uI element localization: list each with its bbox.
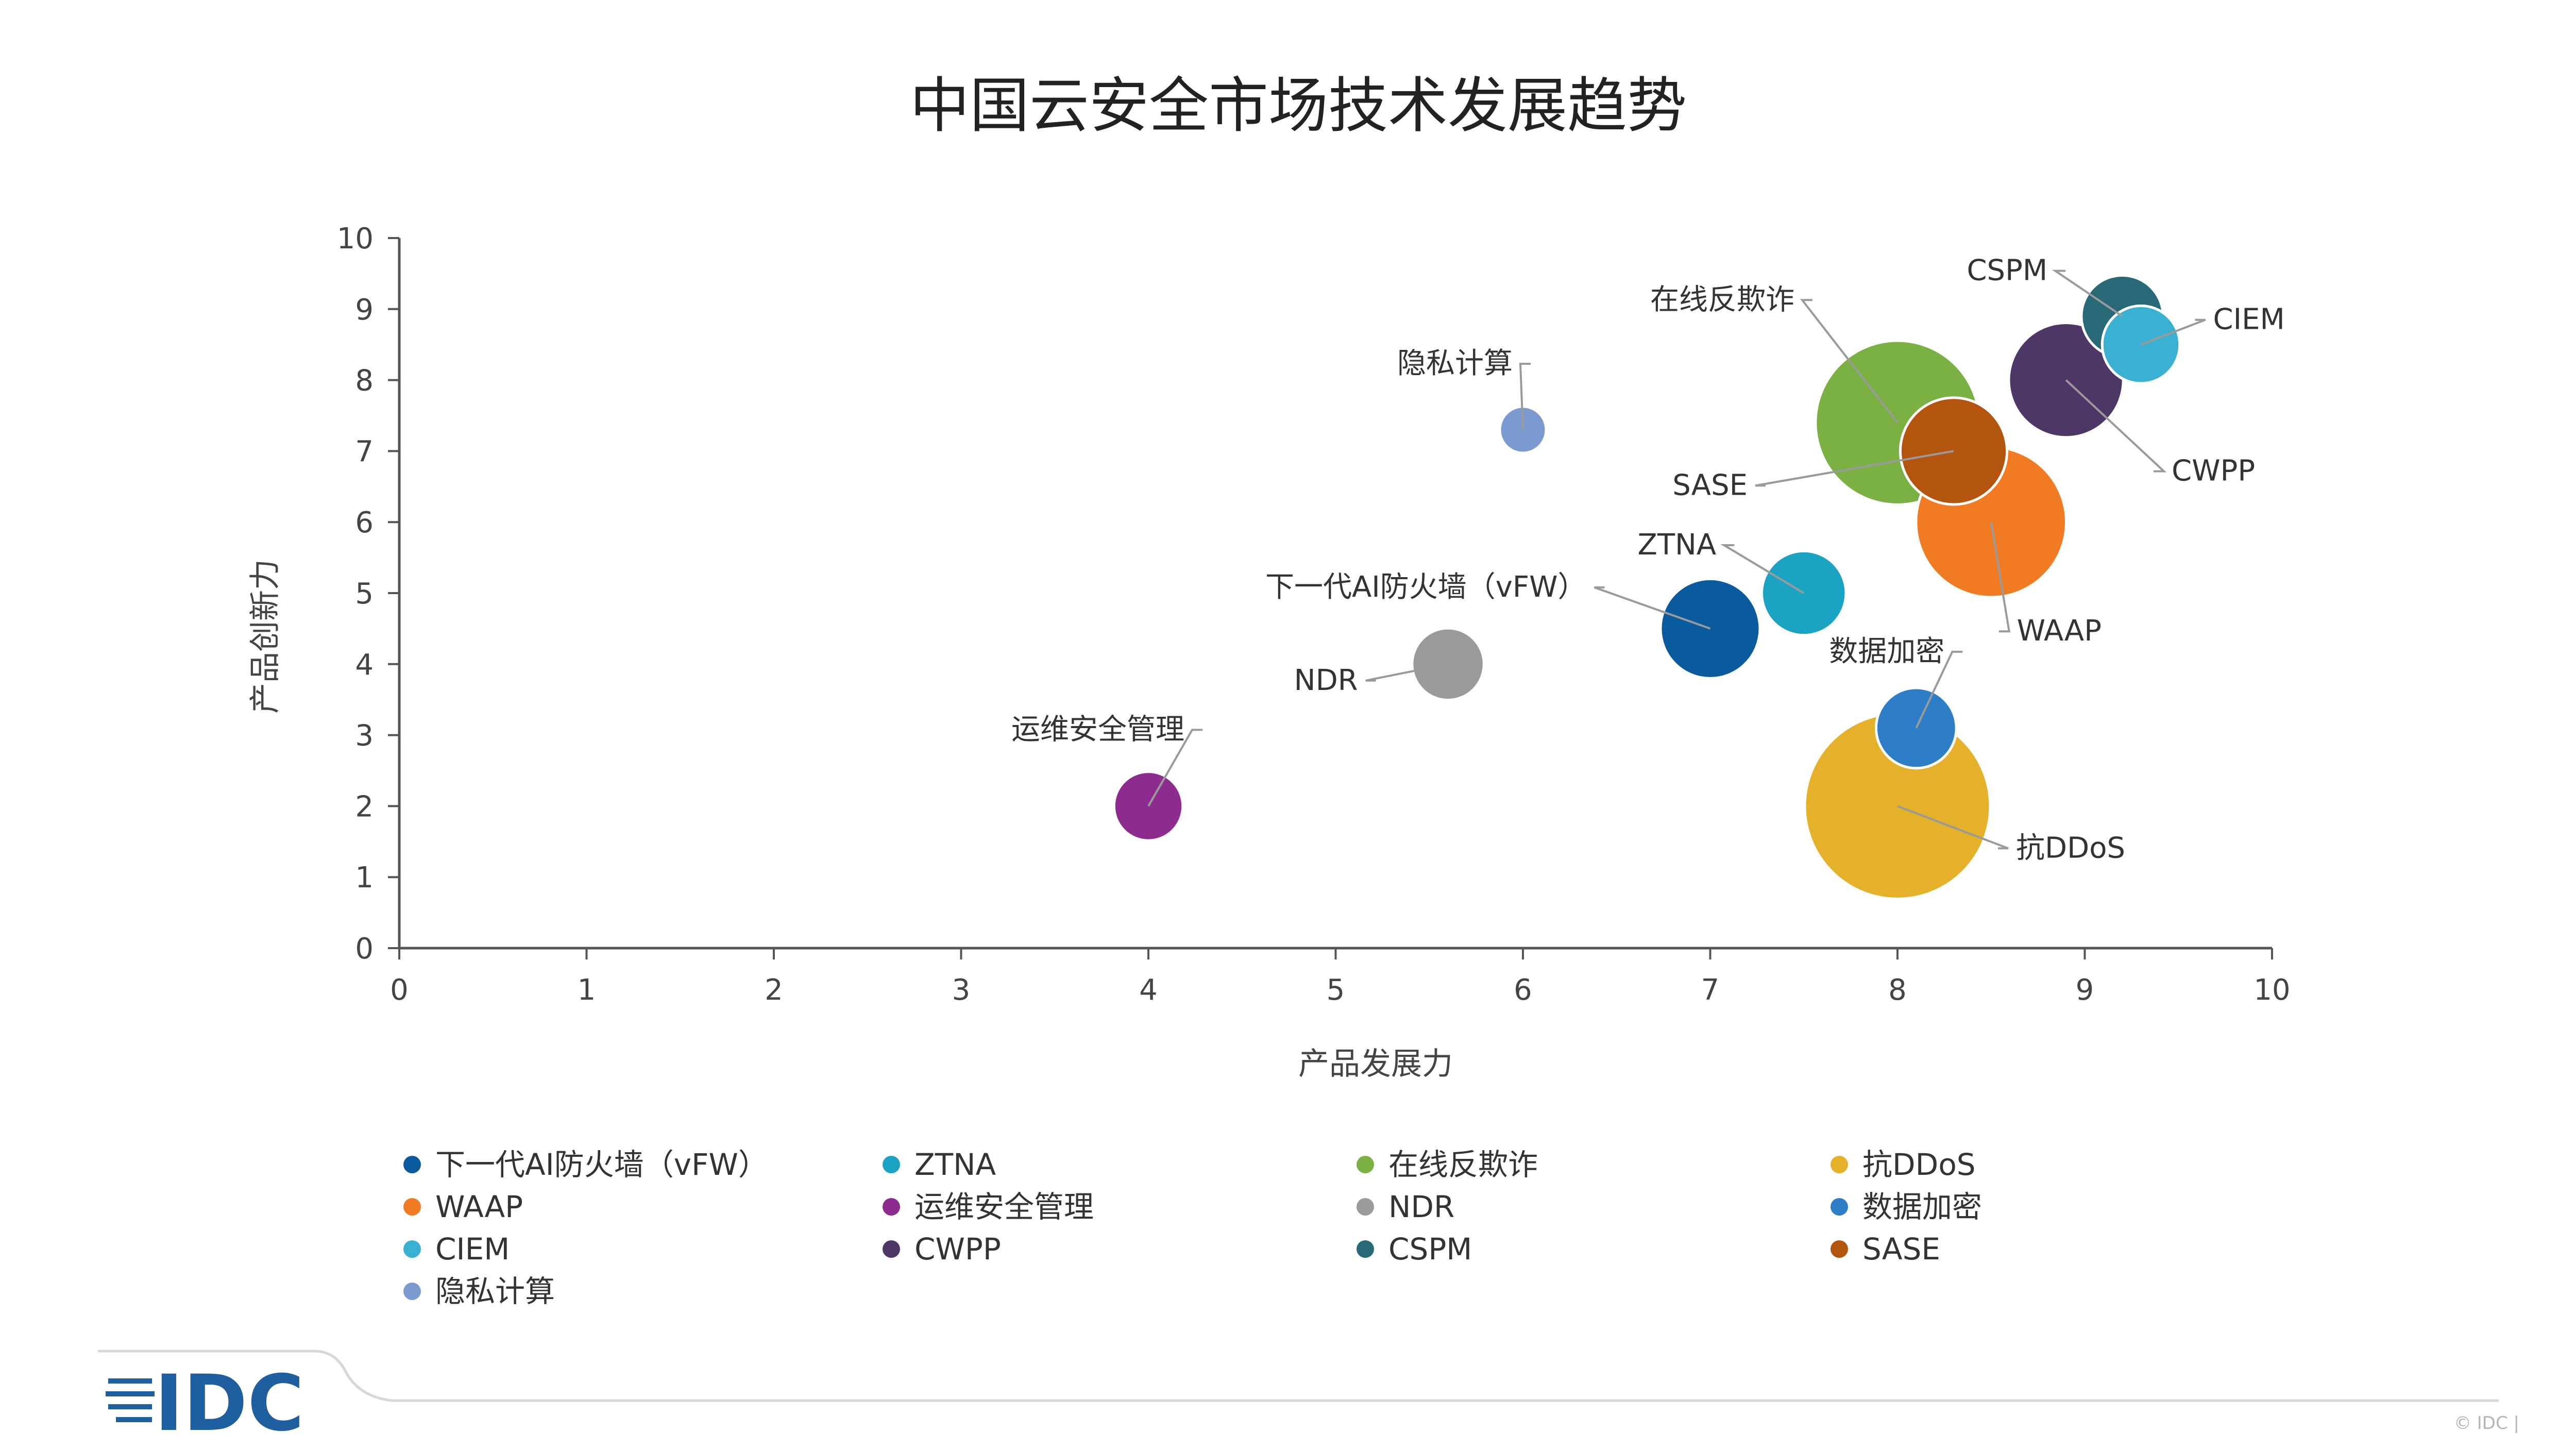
legend-label: 下一代AI防火墙（vFW）: [435, 1147, 768, 1182]
legend-label: CIEM: [435, 1232, 510, 1267]
bubble-point: [1112, 770, 1184, 842]
data-label: CSPM: [1967, 254, 2047, 288]
data-label: 在线反欺诈: [1650, 283, 1794, 316]
callout-leader: [1365, 663, 1448, 682]
y-tick-label: 8: [355, 364, 374, 398]
x-tick-label: 5: [1327, 973, 1345, 1007]
x-tick-label: 8: [1888, 973, 1907, 1007]
legend-marker: [883, 1156, 900, 1173]
x-tick-label: 3: [952, 973, 971, 1007]
data-label: WAAP: [2017, 614, 2102, 648]
data-label: 运维安全管理: [1011, 713, 1184, 746]
legend-marker: [883, 1198, 900, 1216]
callout-leader: [2065, 379, 2167, 473]
y-tick-label: 3: [355, 719, 374, 753]
data-label: 数据加密: [1829, 635, 1944, 668]
legend-marker: [403, 1240, 421, 1258]
legend-marker: [403, 1198, 421, 1216]
callout-leader: [1594, 586, 1711, 630]
legend-marker: [1357, 1156, 1374, 1173]
legend-label: NDR: [1388, 1189, 1454, 1224]
callout-leader: [1519, 363, 1531, 430]
copyright-text: © IDC |: [2453, 1413, 2519, 1434]
legend-label: CSPM: [1388, 1232, 1472, 1267]
data-label: NDR: [1294, 664, 1358, 697]
callout-leader: [2052, 269, 2123, 317]
legend-label: WAAP: [435, 1189, 523, 1224]
y-tick-label: 10: [337, 222, 374, 256]
legend: 下一代AI防火墙（vFW） ZTNA 在线反欺诈 抗DDoS WAAP 运维安全管理 NDR…: [403, 1147, 1982, 1309]
x-tick-label: 7: [1701, 973, 1720, 1007]
y-tick-label: 5: [355, 577, 374, 611]
data-label: 隐私计算: [1397, 347, 1513, 380]
x-tick-label: 4: [1139, 973, 1158, 1007]
bubble-point: [2100, 304, 2181, 385]
idc-logo: IDC: [106, 1359, 304, 1448]
legend-marker: [1831, 1240, 1848, 1258]
legend-marker: [1831, 1156, 1848, 1173]
callout-leader: [1897, 805, 2009, 850]
data-label: ZTNA: [1637, 528, 1716, 562]
x-tick-label: 1: [578, 973, 596, 1007]
legend-marker: [1357, 1240, 1374, 1258]
callout-leader: [1147, 729, 1202, 807]
callout-leader: [1990, 521, 2011, 633]
data-label: CWPP: [2172, 454, 2255, 488]
legend-marker: [883, 1240, 900, 1258]
logo-text: IDC: [155, 1359, 304, 1448]
legend-marker: [403, 1156, 421, 1173]
callout-leader: [1720, 544, 1805, 594]
axes: 0 1 2 3 4 5 6 7 8 9 10 0 1 2 3 4 5 6 7 8 9 10: [337, 222, 2291, 1007]
x-tick-label: 10: [2253, 973, 2290, 1007]
legend-label: 数据加密: [1862, 1189, 1982, 1224]
callout-leader: [1755, 450, 1954, 487]
legend-marker: [1357, 1198, 1374, 1216]
legend-label: 隐私计算: [435, 1274, 555, 1309]
data-label: CIEM: [2213, 303, 2285, 336]
y-tick-label: 0: [355, 932, 374, 966]
x-tick-label: 9: [2076, 973, 2094, 1007]
chart-title: 中国云安全市场技术发展趋势: [910, 71, 1687, 141]
data-label: SASE: [1672, 468, 1748, 502]
legend-label: 在线反欺诈: [1388, 1147, 1538, 1182]
x-tick-label: 2: [765, 973, 783, 1007]
y-tick-label: 7: [355, 435, 374, 468]
x-tick-label: 0: [390, 973, 409, 1007]
callout-leader: [1800, 299, 1899, 424]
callout-leader: [2140, 318, 2206, 346]
legend-marker: [403, 1283, 421, 1300]
y-tick-label: 6: [355, 506, 374, 540]
legend-label: CWPP: [914, 1232, 1001, 1267]
y-tick-label: 9: [355, 293, 374, 327]
legend-label: 抗DDoS: [1862, 1147, 1976, 1182]
callout-leader: [1915, 650, 1963, 729]
legend-label: SASE: [1862, 1232, 1940, 1267]
data-label: 下一代AI防火墙（vFW）: [1265, 570, 1587, 604]
legend-marker: [1831, 1198, 1848, 1216]
legend-label: ZTNA: [914, 1147, 996, 1182]
footer-divider: [98, 1350, 2499, 1402]
y-tick-label: 2: [355, 790, 374, 823]
legend-label: 运维安全管理: [914, 1189, 1094, 1224]
x-axis-label: 产品发展力: [1298, 1046, 1453, 1082]
y-tick-label: 1: [355, 861, 374, 895]
x-tick-label: 6: [1514, 973, 1532, 1007]
data-label: 抗DDoS: [2016, 831, 2125, 865]
y-axis-label: 产品创新力: [247, 559, 283, 714]
y-tick-label: 4: [355, 648, 374, 682]
